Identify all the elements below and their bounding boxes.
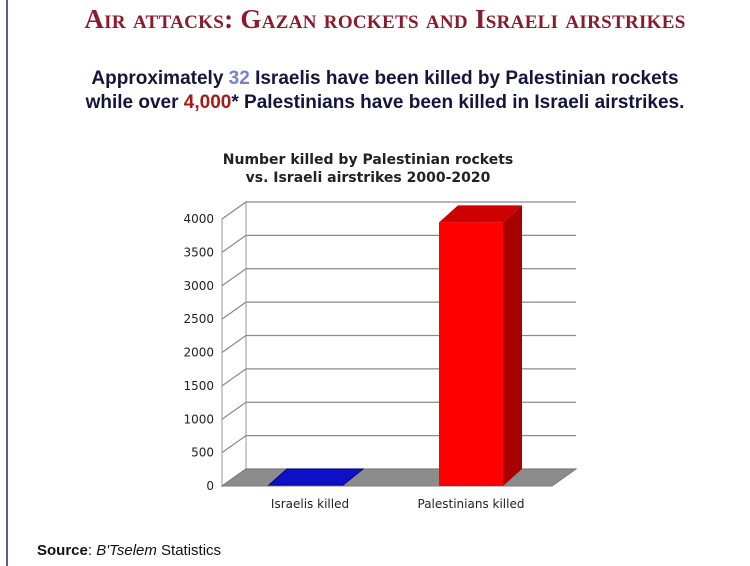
source-separator: : (87, 542, 97, 559)
chart-title-line-1: Number killed by Palestinian rockets (222, 152, 514, 168)
gridline (221, 435, 576, 454)
gridline (221, 268, 576, 287)
chart-gridlines (221, 201, 576, 487)
y-tick-label: 3000 (183, 279, 214, 293)
chart-title: Number killed by Palestinian rockets vs.… (218, 151, 518, 187)
y-tick-label: 500 (191, 446, 214, 460)
lead-line-1: Approximately 32 Israelis have been kill… (0, 67, 750, 91)
gridline (221, 334, 576, 353)
source-note: Source: B'Tselem Statistics (37, 542, 221, 559)
source-label: Source (37, 542, 88, 559)
chart-bars (267, 205, 522, 486)
palestinian-count: 4,000 (183, 92, 232, 113)
source-name: B'Tselem (96, 542, 157, 559)
x-tick-label: Palestinians killed (418, 497, 525, 511)
bar-top (267, 468, 365, 486)
x-axis-labels: Israelis killed Palestinians killed (271, 497, 525, 511)
y-tick-label: 4000 (183, 212, 214, 226)
y-tick-label: 0 (206, 479, 214, 493)
gridline (221, 301, 576, 320)
y-axis-ticks: 0 500 1000 1500 2000 2500 3000 3500 4000 (183, 212, 214, 493)
x-tick-label: Israelis killed (271, 497, 349, 511)
chart-title-line-2: vs. Israeli airstrikes 2000-2020 (245, 170, 491, 186)
lead-text: Approximately 32 Israelis have been kill… (0, 67, 750, 115)
bar-top (439, 205, 522, 223)
y-tick-label: 3500 (183, 245, 214, 259)
gridline (221, 368, 576, 387)
lead-text-part: while over (85, 92, 184, 113)
bar-palestinians-killed (439, 205, 522, 486)
y-tick-label: 1500 (183, 379, 214, 393)
left-border-line (6, 0, 8, 566)
gridline (221, 234, 576, 253)
headline: Air attacks: Gazan rockets and Israeli a… (84, 4, 686, 34)
lead-text-part: Approximately (91, 68, 229, 89)
gridline (221, 201, 576, 220)
lead-text-part: Israelis have been killed by Palestinian… (249, 68, 679, 89)
israeli-count: 32 (228, 68, 250, 89)
bar-side (503, 205, 522, 486)
bar-israelis-killed (267, 468, 365, 486)
lead-line-2: while over 4,000* Palestinians have been… (0, 91, 750, 115)
bar-front (439, 222, 503, 486)
source-rest: Statistics (156, 542, 222, 559)
lead-text-part: * Palestinians have been killed in Israe… (231, 92, 685, 113)
gridline (221, 401, 576, 420)
y-tick-label: 1000 (183, 412, 214, 426)
y-tick-label: 2500 (183, 312, 214, 326)
y-tick-label: 2000 (183, 346, 214, 360)
